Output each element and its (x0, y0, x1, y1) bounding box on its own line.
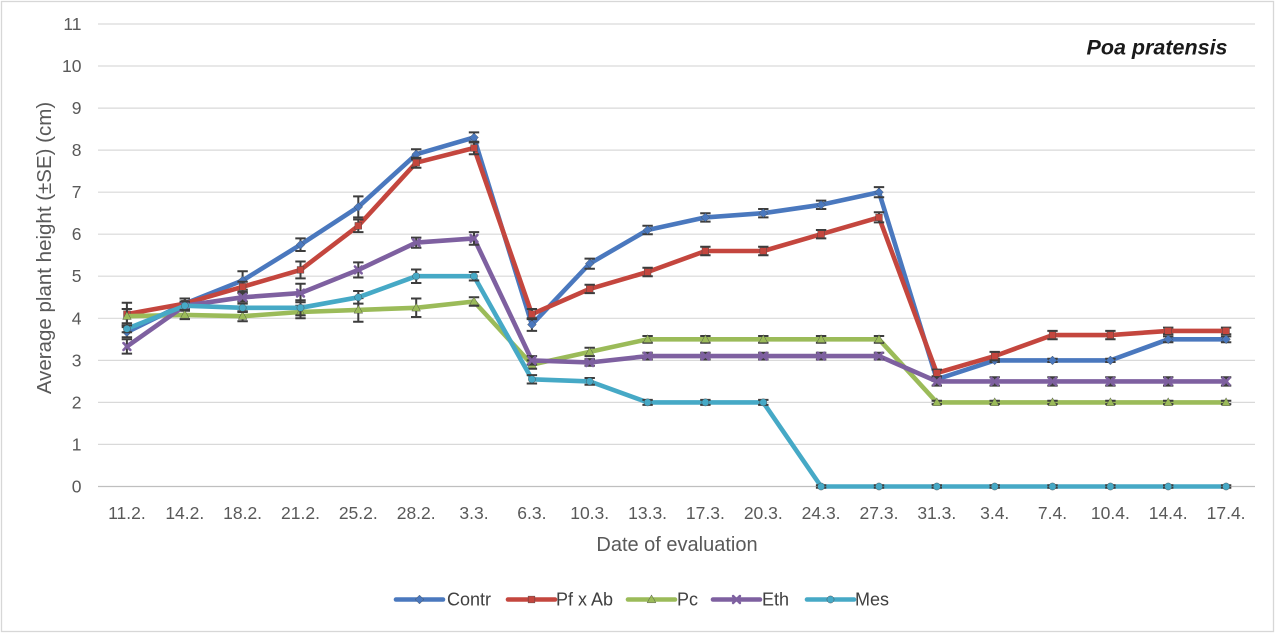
svg-text:11.2.: 11.2. (108, 503, 146, 523)
svg-text:Average plant height (±SE) (cm: Average plant height (±SE) (cm) (33, 102, 56, 394)
svg-text:7: 7 (72, 182, 82, 202)
svg-text:Contr: Contr (447, 590, 491, 610)
svg-text:3.4.: 3.4. (980, 503, 1009, 523)
svg-text:6: 6 (72, 224, 82, 244)
svg-text:5: 5 (72, 266, 82, 286)
svg-text:20.3.: 20.3. (744, 503, 783, 523)
svg-text:10.4.: 10.4. (1091, 503, 1130, 523)
svg-text:7.4.: 7.4. (1038, 503, 1067, 523)
svg-text:Mes: Mes (855, 590, 889, 610)
svg-text:17.4.: 17.4. (1207, 503, 1246, 523)
svg-text:2: 2 (72, 392, 82, 412)
svg-text:4: 4 (72, 308, 82, 328)
svg-text:31.3.: 31.3. (917, 503, 956, 523)
svg-text:Pc: Pc (677, 590, 698, 610)
svg-text:13.3.: 13.3. (628, 503, 667, 523)
svg-text:8: 8 (72, 140, 82, 160)
svg-text:Date of evaluation: Date of evaluation (596, 534, 757, 556)
svg-text:24.3.: 24.3. (802, 503, 841, 523)
svg-text:28.2.: 28.2. (397, 503, 436, 523)
svg-text:10.3.: 10.3. (570, 503, 609, 523)
svg-text:25.2.: 25.2. (339, 503, 378, 523)
svg-text:3: 3 (72, 350, 82, 370)
svg-text:21.2.: 21.2. (281, 503, 320, 523)
svg-text:11: 11 (63, 14, 81, 34)
svg-text:9: 9 (72, 98, 82, 118)
svg-text:14.4.: 14.4. (1149, 503, 1188, 523)
svg-text:3.3.: 3.3. (459, 503, 488, 523)
svg-text:10: 10 (62, 56, 82, 76)
svg-text:6.3.: 6.3. (517, 503, 546, 523)
svg-text:Pf x Ab: Pf x Ab (556, 590, 613, 610)
svg-text:0: 0 (72, 477, 82, 497)
svg-text:17.3.: 17.3. (686, 503, 725, 523)
svg-text:14.2.: 14.2. (165, 503, 204, 523)
svg-text:27.3.: 27.3. (860, 503, 899, 523)
svg-text:Eth: Eth (762, 590, 789, 610)
svg-text:18.2.: 18.2. (223, 503, 262, 523)
svg-text:1: 1 (72, 434, 82, 454)
svg-text:Poa pratensis: Poa pratensis (1087, 36, 1228, 60)
